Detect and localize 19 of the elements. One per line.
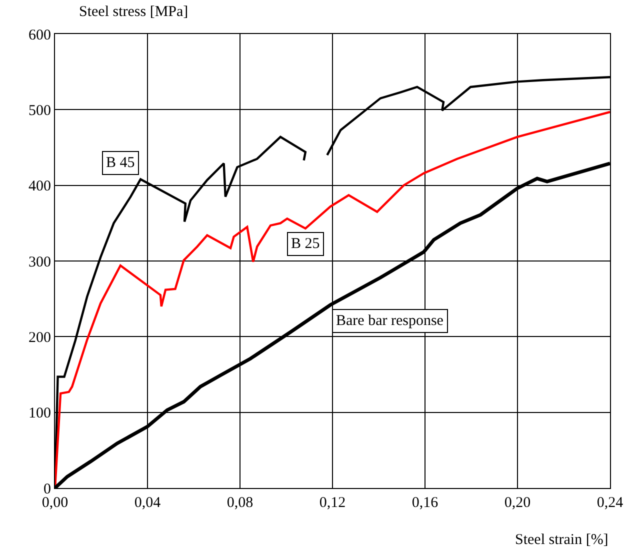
x-tick-label: 0,08 <box>226 495 254 511</box>
y-tick-label: 0 <box>44 481 51 498</box>
x-tick-label: 0,12 <box>319 495 346 511</box>
annotation: B 45 <box>106 155 135 171</box>
x-tick-label: 0,00 <box>42 495 68 511</box>
y-tick-label: 200 <box>28 330 51 346</box>
y-tick-label: 100 <box>28 406 51 422</box>
annotation: Bare bar response <box>336 313 444 329</box>
x-tick-label: 0,04 <box>134 495 162 511</box>
x-tick-label: 0,20 <box>504 495 531 511</box>
y-tick-label: 300 <box>28 254 51 270</box>
y-tick-label: 500 <box>28 102 51 119</box>
x-axis-title: Steel strain [%] <box>515 532 608 548</box>
x-tick-label: 0,16 <box>412 495 439 511</box>
x-tick-label: 0,24 <box>596 495 624 511</box>
y-tick-label: 600 <box>28 27 51 44</box>
annotation: B 25 <box>291 236 320 252</box>
y-axis-title: Steel stress [MPa] <box>79 4 188 20</box>
y-tick-label: 400 <box>28 178 51 195</box>
